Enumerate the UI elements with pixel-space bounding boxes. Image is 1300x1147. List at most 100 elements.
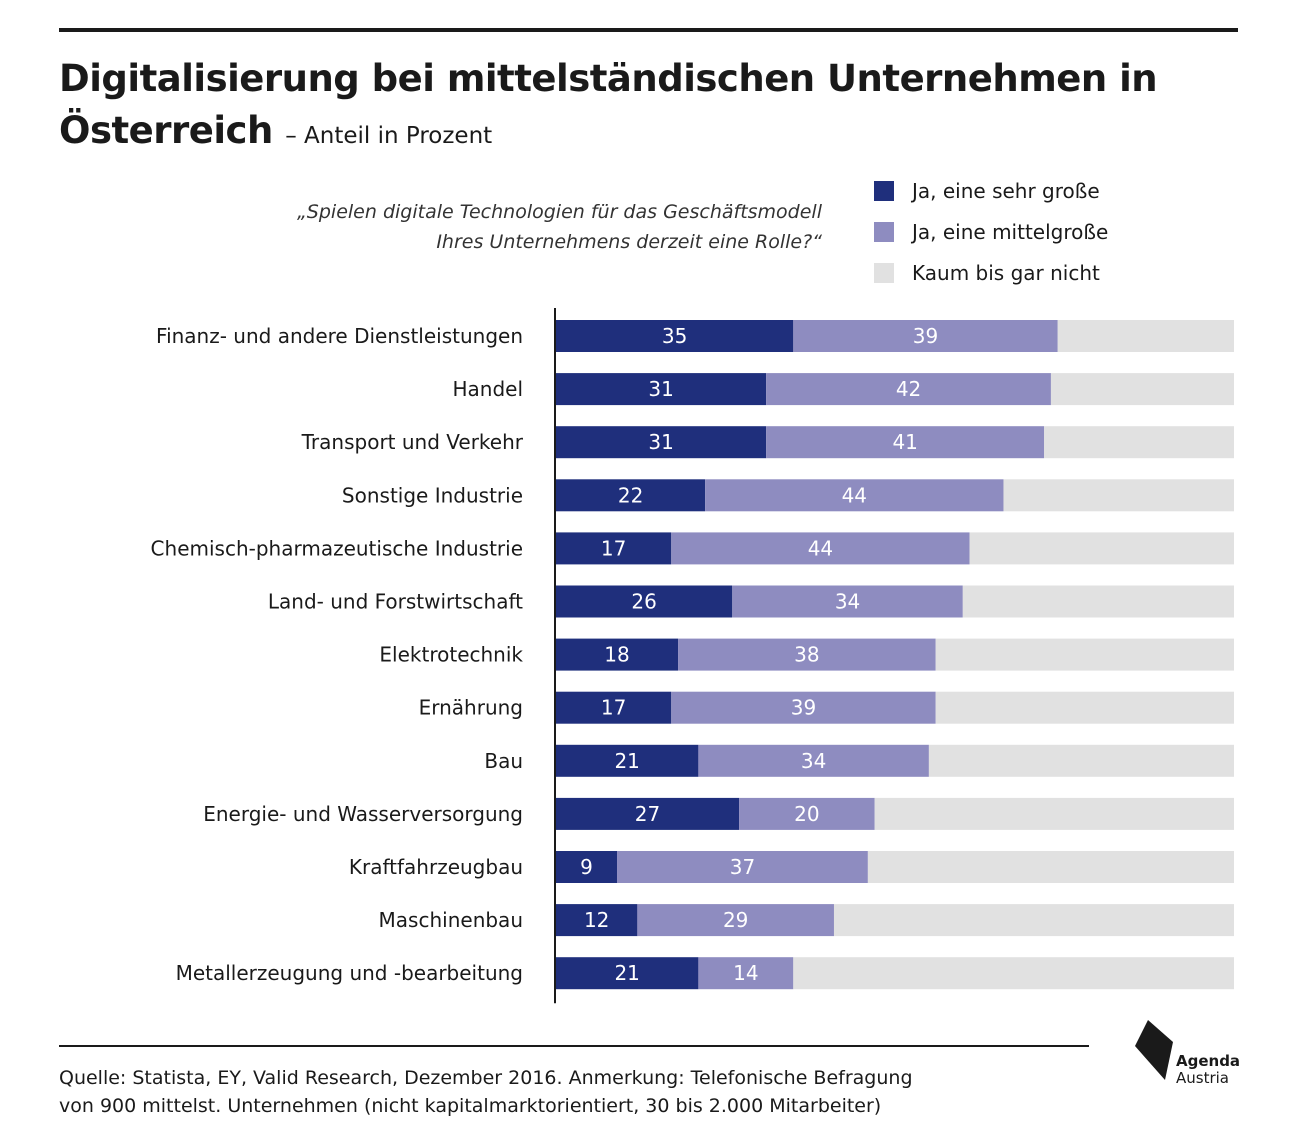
- value-label-very-large-maschinenbau: 12: [584, 908, 609, 932]
- bar-very-large-maschinenbau: [556, 904, 638, 937]
- category-label-handel: Handel: [452, 377, 523, 401]
- stacked-bar-chart: Finanz- und andere Dienstleistungen 35 39 H…: [151, 308, 1234, 1004]
- category-label-finanz-und-andere-dienstleistungen: Finanz- und andere Dienstleistungen: [156, 324, 523, 348]
- bar-very-large-kraftfahrzeugbau: [556, 851, 618, 883]
- category-label-sonstige-industrie: Sonstige Industrie: [342, 483, 523, 507]
- bar-very-large-transport-und-verkehr: [556, 426, 767, 459]
- source-line2: von 900 mittelst. Unternehmen (nicht kap…: [59, 1095, 882, 1117]
- bar-very-large-handel: [556, 373, 767, 406]
- bar-medium-maschinenbau: [637, 904, 834, 937]
- bar-very-large-metallerzeugung-und-bearbeitung: [556, 957, 699, 990]
- category-label-energie-und-wasserversorgung: Energie- und Wasserversorgung: [203, 802, 523, 826]
- logo-mark-icon: [1135, 1020, 1173, 1080]
- value-label-very-large-ernaehrung: 17: [601, 696, 626, 720]
- legend-swatch-hardly: [874, 262, 894, 283]
- legend: Ja, eine sehr große Ja, eine mittelgroße…: [874, 170, 1108, 293]
- bar-very-large-land-und-forstwirtschaft: [556, 585, 733, 618]
- legend-label-medium: Ja, eine mittelgroße: [912, 219, 1109, 244]
- bar-hardly-kraftfahrzeugbau: [867, 851, 1234, 883]
- value-label-very-large-elektrotechnik: 18: [604, 643, 629, 667]
- value-label-medium-transport-und-verkehr: 41: [892, 430, 917, 454]
- value-label-very-large-metallerzeugung-und-bearbeitung: 21: [614, 961, 639, 985]
- legend-item-hardly: Kaum bis gar nicht: [874, 252, 1108, 293]
- title-main: Digitalisierung bei mittelständischen Un…: [59, 57, 1158, 152]
- value-label-very-large-chemisch-pharmazeutische-industrie: 17: [601, 536, 626, 560]
- bar-hardly-bau: [928, 744, 1234, 777]
- bar-medium-sonstige-industrie: [705, 479, 1004, 512]
- bar-medium-energie-und-wasserversorgung: [739, 797, 875, 830]
- bar-medium-finanz-und-andere-dienstleistungen: [793, 320, 1058, 352]
- source-note: Quelle: Statista, EY, Valid Research, De…: [59, 1064, 1099, 1120]
- category-label-chemisch-pharmazeutische-industrie: Chemisch-pharmazeutische Industrie: [151, 536, 523, 560]
- bar-hardly-chemisch-pharmazeutische-industrie: [969, 532, 1234, 565]
- bar-hardly-metallerzeugung-und-bearbeitung: [793, 957, 1234, 990]
- title-subtitle: – Anteil in Prozent: [285, 123, 493, 149]
- bar-hardly-land-und-forstwirtschaft: [962, 585, 1234, 618]
- top-rule: [59, 28, 1238, 32]
- category-label-kraftfahrzeugbau: Kraftfahrzeugbau: [349, 855, 523, 879]
- bar-very-large-bau: [556, 744, 699, 777]
- value-label-very-large-energie-und-wasserversorgung: 27: [635, 802, 660, 826]
- legend-swatch-medium: [874, 221, 894, 242]
- logo-text-agenda: Agenda: [1176, 1052, 1240, 1070]
- survey-question-line2: Ihres Unternehmens derzeit eine Rolle?“: [436, 231, 822, 253]
- value-label-medium-kraftfahrzeugbau: 37: [730, 855, 755, 879]
- value-label-medium-bau: 34: [801, 749, 826, 773]
- value-label-very-large-land-und-forstwirtschaft: 26: [631, 590, 656, 614]
- bar-very-large-finanz-und-andere-dienstleistungen: [556, 320, 794, 352]
- category-label-elektrotechnik: Elektrotechnik: [379, 643, 523, 667]
- bar-very-large-ernaehrung: [556, 691, 672, 724]
- legend-swatch-very-large: [874, 180, 894, 201]
- bar-medium-elektrotechnik: [678, 638, 936, 671]
- category-label-metallerzeugung-und-bearbeitung: Metallerzeugung und -bearbeitung: [176, 961, 523, 985]
- bar-very-large-sonstige-industrie: [556, 479, 706, 512]
- value-label-very-large-finanz-und-andere-dienstleistungen: 35: [662, 324, 687, 348]
- category-label-ernaehrung: Ernährung: [419, 696, 523, 720]
- bar-hardly-handel: [1050, 373, 1234, 406]
- chart-title: Digitalisierung bei mittelständischen Un…: [59, 53, 1239, 162]
- bar-medium-kraftfahrzeugbau: [617, 851, 868, 883]
- value-label-very-large-kraftfahrzeugbau: 9: [580, 855, 593, 879]
- source-line1: Quelle: Statista, EY, Valid Research, De…: [59, 1067, 913, 1089]
- bar-medium-handel: [766, 373, 1051, 406]
- value-label-very-large-transport-und-verkehr: 31: [648, 430, 673, 454]
- value-label-medium-land-und-forstwirtschaft: 34: [835, 590, 860, 614]
- legend-label-very-large: Ja, eine sehr große: [912, 178, 1100, 203]
- bar-medium-chemisch-pharmazeutische-industrie: [671, 532, 970, 565]
- agenda-austria-logo: Agenda Austria: [1135, 1020, 1240, 1087]
- bottom-rule: [59, 1045, 1089, 1047]
- value-label-medium-chemisch-pharmazeutische-industrie: 44: [808, 536, 833, 560]
- bar-medium-bau: [698, 744, 929, 777]
- value-label-very-large-bau: 21: [614, 749, 639, 773]
- legend-item-medium: Ja, eine mittelgroße: [874, 211, 1108, 252]
- value-label-medium-ernaehrung: 39: [791, 696, 816, 720]
- value-label-medium-metallerzeugung-und-bearbeitung: 14: [733, 961, 758, 985]
- category-label-land-und-forstwirtschaft: Land- und Forstwirtschaft: [268, 590, 523, 614]
- bar-hardly-ernaehrung: [935, 691, 1234, 724]
- bar-hardly-finanz-und-andere-dienstleistungen: [1057, 320, 1234, 352]
- survey-question: „Spielen digitale Technologien für das G…: [122, 197, 822, 257]
- bar-hardly-energie-und-wasserversorgung: [874, 797, 1234, 830]
- bar-very-large-elektrotechnik: [556, 638, 679, 671]
- category-label-maschinenbau: Maschinenbau: [379, 908, 523, 932]
- value-label-medium-handel: 42: [896, 377, 921, 401]
- value-label-medium-energie-und-wasserversorgung: 20: [794, 802, 819, 826]
- bar-very-large-chemisch-pharmazeutische-industrie: [556, 532, 672, 565]
- category-label-bau: Bau: [484, 749, 523, 773]
- value-label-medium-sonstige-industrie: 44: [842, 483, 867, 507]
- value-label-medium-finanz-und-andere-dienstleistungen: 39: [913, 324, 938, 348]
- category-label-transport-und-verkehr: Transport und Verkehr: [301, 430, 524, 454]
- legend-item-very-large: Ja, eine sehr große: [874, 170, 1108, 211]
- bar-hardly-sonstige-industrie: [1003, 479, 1234, 512]
- value-label-medium-maschinenbau: 29: [723, 908, 748, 932]
- bar-medium-ernaehrung: [671, 691, 936, 724]
- value-label-very-large-handel: 31: [648, 377, 673, 401]
- bar-medium-transport-und-verkehr: [766, 426, 1045, 459]
- bar-very-large-energie-und-wasserversorgung: [556, 797, 740, 830]
- value-label-medium-elektrotechnik: 38: [794, 643, 819, 667]
- logo-text-austria: Austria: [1176, 1069, 1229, 1087]
- bar-medium-metallerzeugung-und-bearbeitung: [698, 957, 794, 990]
- legend-label-hardly: Kaum bis gar nicht: [912, 260, 1100, 285]
- bar-hardly-elektrotechnik: [935, 638, 1234, 671]
- bar-hardly-maschinenbau: [833, 904, 1234, 937]
